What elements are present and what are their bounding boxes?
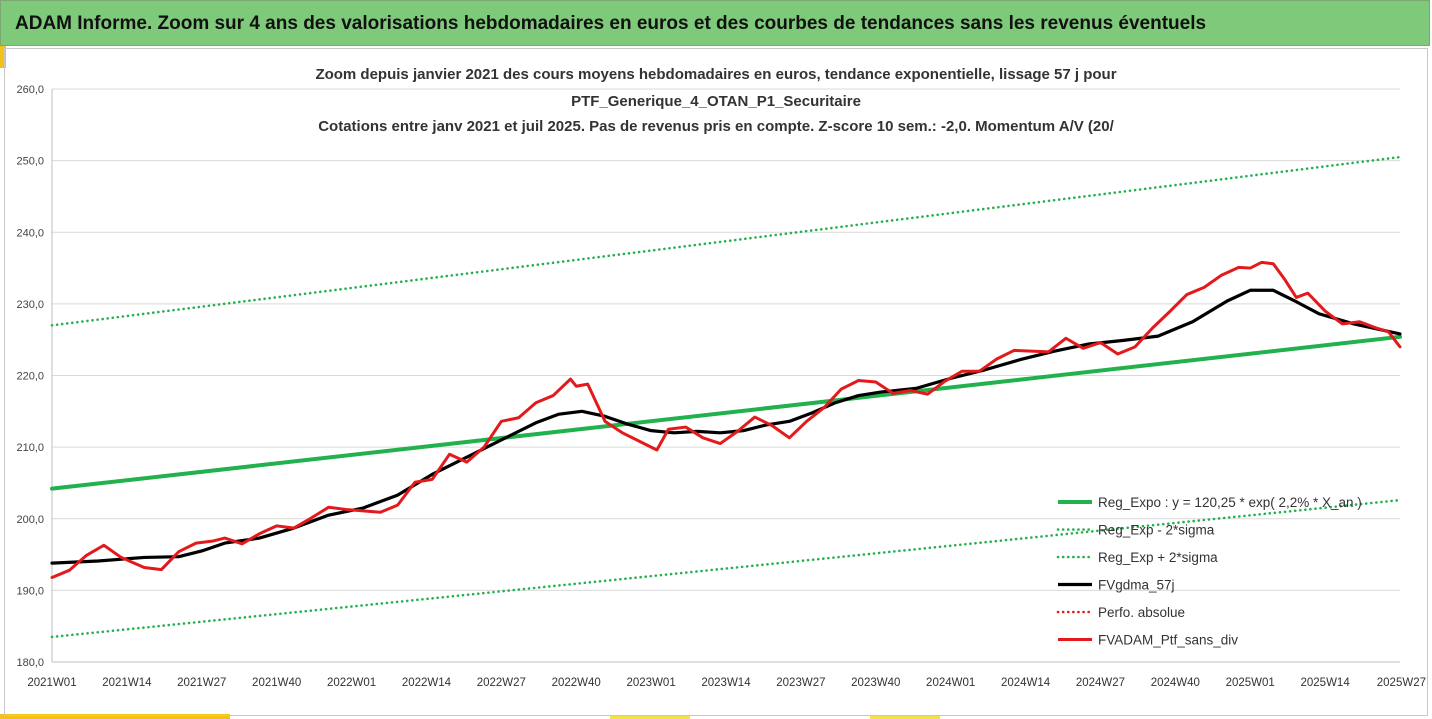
x-tick-label: 2022W40 xyxy=(552,677,601,689)
legend-label: Perfo. absolue xyxy=(1098,605,1185,620)
chart-title-line-3: Cotations entre janv 2021 et juil 2025. … xyxy=(318,118,1114,135)
y-tick-label: 180,0 xyxy=(16,657,44,669)
x-tick-label: 2023W14 xyxy=(701,677,751,689)
accent-bar-top xyxy=(0,46,6,68)
page-title: ADAM Informe. Zoom sur 4 ans des valoris… xyxy=(15,13,1207,34)
x-tick-label: 2024W40 xyxy=(1151,677,1200,689)
y-tick-label: 210,0 xyxy=(16,442,44,454)
series-line-2 xyxy=(50,155,1402,327)
legend-label: Reg_Exp + 2*sigma xyxy=(1098,550,1218,565)
x-tick-label: 2025W27 xyxy=(1377,677,1426,689)
series-line-1 xyxy=(50,498,1402,639)
x-tick-label: 2025W14 xyxy=(1300,677,1350,689)
chart-frame xyxy=(4,48,1428,716)
x-tick-label: 2023W01 xyxy=(626,677,675,689)
series-line-5 xyxy=(50,260,1402,579)
x-tick-label: 2022W01 xyxy=(327,677,376,689)
y-tick-label: 200,0 xyxy=(16,514,44,526)
accent-bar-bottom xyxy=(0,714,230,719)
header-banner: ADAM Informe. Zoom sur 4 ans des valoris… xyxy=(0,0,1430,46)
x-tick-label: 2024W27 xyxy=(1076,677,1125,689)
x-tick-label: 2021W14 xyxy=(102,677,152,689)
chart-title-line-1: Zoom depuis janvier 2021 des cours moyen… xyxy=(315,66,1117,83)
x-tick-label: 2022W27 xyxy=(477,677,526,689)
y-tick-label: 220,0 xyxy=(16,371,44,383)
accent-bar-bottom-right xyxy=(870,716,940,719)
x-tick-label: 2021W40 xyxy=(252,677,301,689)
x-tick-label: 2023W27 xyxy=(776,677,825,689)
x-tick-label: 2022W14 xyxy=(402,677,452,689)
y-tick-label: 260,0 xyxy=(16,84,44,96)
series-line-3 xyxy=(50,288,1402,565)
chart-title-line-2: PTF_Generique_4_OTAN_P1_Securitaire xyxy=(571,93,861,110)
legend-label: Reg_Expo : y = 120,25 * exp( 2,2% * X_an… xyxy=(1098,495,1362,510)
series-line-0 xyxy=(50,334,1402,491)
legend-label: FVADAM_Ptf_sans_div xyxy=(1098,633,1238,648)
x-tick-label: 2024W01 xyxy=(926,677,975,689)
y-tick-label: 230,0 xyxy=(16,299,44,311)
accent-bar-bottom-mid xyxy=(610,716,690,719)
y-tick-label: 250,0 xyxy=(16,156,44,168)
x-tick-label: 2024W14 xyxy=(1001,677,1051,689)
x-tick-label: 2025W01 xyxy=(1226,677,1275,689)
legend-label: Reg_Exp - 2*sigma xyxy=(1098,523,1215,538)
y-tick-label: 190,0 xyxy=(16,585,44,597)
x-tick-label: 2021W27 xyxy=(177,677,226,689)
y-tick-label: 240,0 xyxy=(16,227,44,239)
x-tick-label: 2021W01 xyxy=(27,677,76,689)
x-tick-label: 2023W40 xyxy=(851,677,900,689)
legend-label: FVgdma_57j xyxy=(1098,578,1175,593)
